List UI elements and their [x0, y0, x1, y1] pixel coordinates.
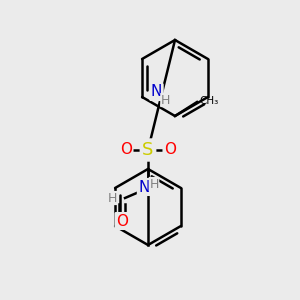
- Text: O: O: [120, 142, 132, 158]
- Text: H: H: [107, 191, 117, 205]
- Text: O: O: [164, 142, 176, 158]
- Text: S: S: [142, 141, 154, 159]
- Text: H: H: [161, 94, 170, 106]
- Text: CH₃: CH₃: [199, 96, 218, 106]
- Text: N: N: [151, 85, 162, 100]
- Text: O: O: [116, 214, 128, 229]
- Text: H: H: [149, 178, 159, 190]
- Text: N: N: [138, 179, 150, 194]
